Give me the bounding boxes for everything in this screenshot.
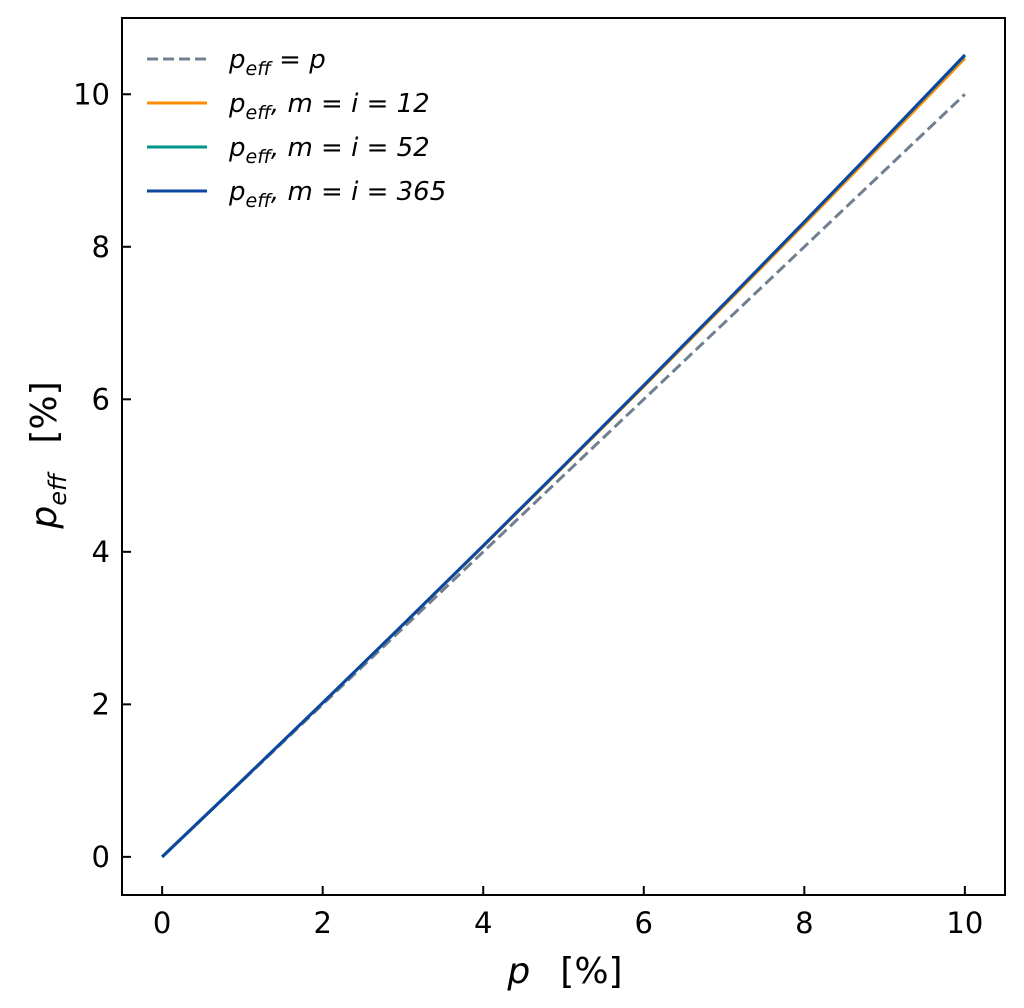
y-tick-label: 2 — [92, 687, 110, 721]
x-tick-label: 8 — [795, 906, 813, 940]
y-tick-label: 10 — [73, 77, 110, 111]
legend: peff = p peff, m = i = 12 peff, m = i = 52… — [147, 45, 446, 212]
axis-ticks: 0 2 4 6 8 10 0 2 4 6 8 10 — [73, 77, 983, 940]
series-line-m365 — [161, 53, 966, 858]
x-axis-label: p [%] — [506, 951, 622, 992]
legend-label-m365: peff, m = i = 365 — [228, 177, 446, 212]
plot-lines — [161, 53, 966, 858]
legend-label-identity: peff = p — [228, 45, 326, 80]
x-tick-label: 10 — [946, 906, 983, 940]
y-axis-label: peff[%] — [24, 381, 72, 529]
y-tick-label: 8 — [92, 230, 110, 264]
y-tick-label: 0 — [92, 840, 110, 874]
x-tick-label: 0 — [153, 906, 171, 940]
x-tick-label: 6 — [635, 906, 653, 940]
y-tick-label: 4 — [92, 535, 110, 569]
x-tick-label: 2 — [313, 906, 331, 940]
y-tick-label: 6 — [92, 382, 110, 416]
x-tick-label: 4 — [474, 906, 492, 940]
plot-frame — [121, 17, 1006, 896]
legend-label-m52: peff, m = i = 52 — [228, 133, 430, 168]
legend-label-m12: peff, m = i = 12 — [228, 89, 430, 124]
series-line-m52 — [161, 54, 966, 858]
